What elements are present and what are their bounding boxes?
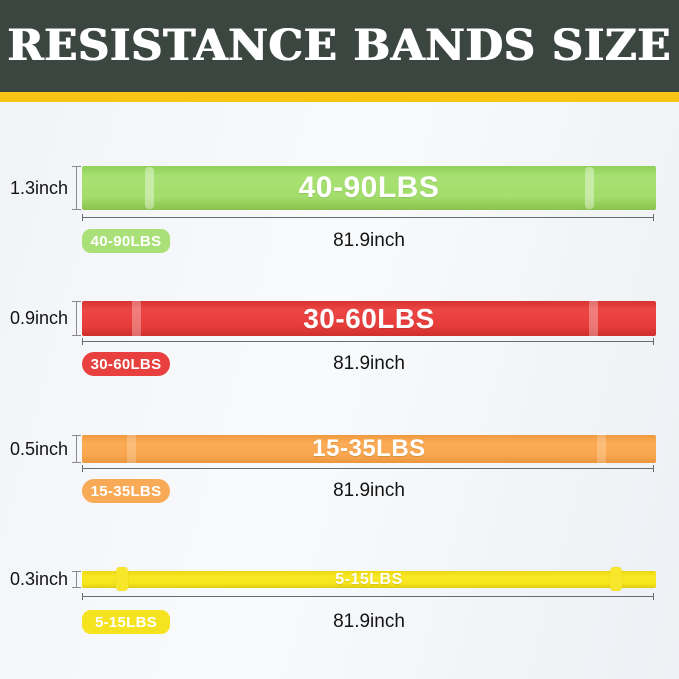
dimension-line [82, 593, 654, 600]
resistance-label: 30-60LBS [303, 302, 435, 334]
band-red: 30-60LBS [82, 299, 656, 338]
band-orange: 15-35LBS [82, 432, 656, 466]
height-bracket [72, 435, 81, 463]
band-clip [610, 567, 622, 591]
band-row-red: 0.9inch 30-60LBS 30-60LBS 81.9inch [10, 299, 656, 376]
band-row-yellow: 0.3inch 5-15LBS 5-15LBS 81.9inch [10, 567, 656, 634]
thickness-label: 0.5inch [9, 438, 68, 459]
thickness-label: 0.3inch [9, 569, 68, 589]
band-meta: 15-35LBS 81.9inch [82, 479, 656, 505]
band-clip [116, 567, 128, 591]
resistance-label: 5-15LBS [335, 570, 403, 588]
band-meta: 5-15LBS 81.9inch [82, 610, 656, 636]
band-clip [127, 432, 136, 466]
size-badge: 40-90LBS [82, 229, 170, 253]
band-meta: 40-90LBS 81.9inch [82, 229, 656, 255]
band-clip [597, 432, 606, 466]
size-badge: 15-35LBS [82, 479, 170, 503]
height-bracket [72, 301, 81, 336]
resistance-label: 40-90LBS [298, 171, 440, 204]
thickness-label: 0.9inch [9, 308, 68, 328]
page-title: RESISTANCE BANDS SIZE [7, 21, 672, 71]
band-yellow: 5-15LBS [82, 567, 656, 591]
band-clip [132, 299, 141, 338]
band-clip [589, 299, 598, 338]
height-bracket [72, 166, 81, 210]
header-banner: RESISTANCE BANDS SIZE [0, 0, 679, 92]
band-row-orange: 0.5inch 15-35LBS 15-35LBS 81.9inch [10, 432, 656, 503]
length-label: 81.9inch [333, 611, 405, 632]
band-row-green: 1.3inch 40-90LBS 40-90LBS 81.9inch [10, 166, 656, 253]
band-clip [145, 167, 154, 209]
resistance-label: 15-35LBS [312, 435, 426, 462]
dimension-line [82, 465, 654, 472]
dimension-line [82, 214, 654, 221]
size-badge: 30-60LBS [82, 352, 170, 376]
dimension-line [82, 338, 654, 345]
length-label: 81.9inch [333, 230, 405, 251]
height-bracket [72, 571, 81, 588]
band-green: 40-90LBS [82, 166, 656, 210]
band-meta: 30-60LBS 81.9inch [82, 352, 656, 378]
band-clip [585, 167, 594, 209]
accent-stripe [0, 92, 679, 102]
length-label: 81.9inch [333, 480, 405, 501]
length-label: 81.9inch [333, 353, 405, 374]
thickness-label: 1.3inch [9, 177, 68, 198]
size-badge: 5-15LBS [82, 610, 170, 634]
